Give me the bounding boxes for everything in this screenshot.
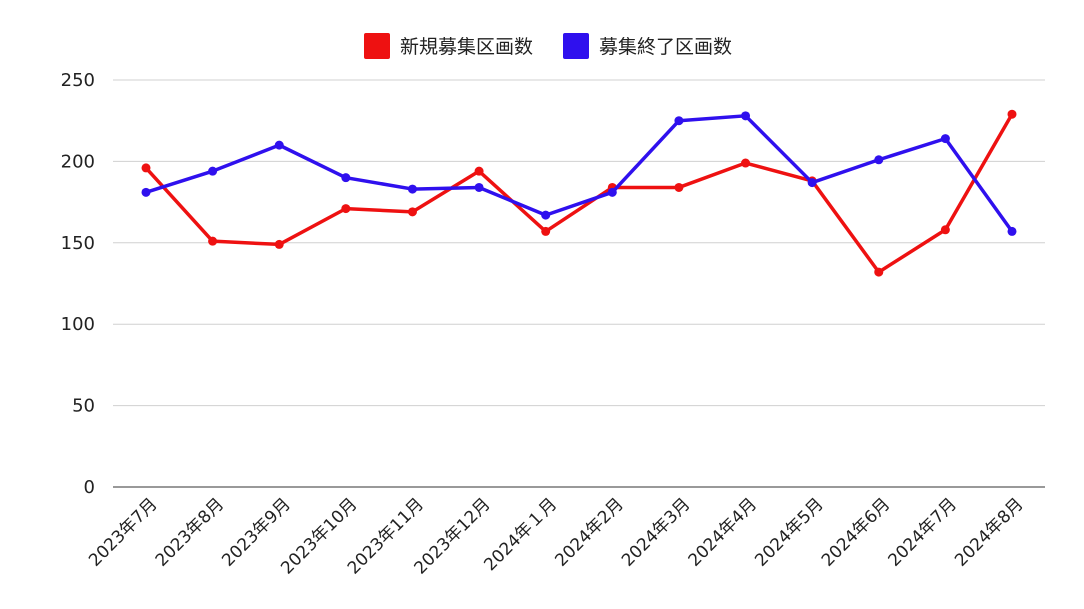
- data-point-1: [541, 210, 551, 220]
- data-point-0: [741, 158, 751, 168]
- y-tick-label: 200: [61, 151, 95, 172]
- x-tick-label: 2024年3月: [618, 494, 694, 570]
- data-point-1: [674, 116, 684, 126]
- data-point-0: [141, 163, 151, 173]
- legend-swatch-ended: [563, 32, 590, 59]
- legend-label-ended: 募集終了区画数: [599, 36, 733, 58]
- data-point-0: [541, 226, 551, 236]
- x-tick-label: 2023年7月: [85, 494, 161, 570]
- series-line-0: [144, 112, 1014, 274]
- data-point-1: [341, 173, 351, 183]
- data-point-1: [208, 166, 218, 176]
- series-line-1: [144, 114, 1014, 234]
- data-point-0: [674, 182, 684, 192]
- legend-swatch-new: [364, 32, 390, 59]
- data-point-1: [474, 182, 484, 192]
- chart-legend: 新規募集区画数 募集終了区画数: [364, 32, 732, 59]
- legend-item-new: 新規募集区画数: [364, 32, 533, 59]
- x-tick-label: 2024年4月: [685, 494, 761, 570]
- data-point-1: [1007, 226, 1017, 236]
- data-point-1: [407, 184, 417, 194]
- data-point-1: [940, 134, 950, 144]
- x-tick-label: 2024年5月: [751, 494, 827, 570]
- data-point-0: [274, 239, 284, 249]
- data-point-0: [208, 236, 218, 246]
- data-point-0: [940, 225, 950, 235]
- x-tick-label: 2024年6月: [818, 494, 894, 570]
- y-tick-label: 150: [61, 233, 95, 254]
- y-tick-label: 50: [72, 396, 95, 417]
- data-point-0: [341, 204, 351, 214]
- data-point-1: [807, 178, 817, 188]
- data-point-1: [274, 140, 284, 150]
- data-point-1: [141, 187, 151, 197]
- data-point-0: [1007, 109, 1017, 119]
- data-point-0: [407, 207, 417, 217]
- legend-item-ended: 募集終了区画数: [563, 32, 732, 59]
- x-tick-label: 2024年2月: [551, 494, 627, 570]
- y-tick-label: 100: [61, 314, 95, 335]
- data-point-1: [874, 155, 884, 165]
- x-tick-label: 2024年7月: [884, 494, 960, 570]
- x-tick-label: 2023年8月: [152, 494, 228, 570]
- data-point-1: [607, 187, 617, 197]
- x-tick-label: 2024年8月: [951, 494, 1027, 570]
- y-tick-label: 0: [84, 477, 95, 498]
- data-point-0: [874, 267, 884, 277]
- y-tick-label: 250: [61, 70, 95, 91]
- data-point-0: [474, 166, 484, 176]
- legend-label-new: 新規募集区画数: [400, 36, 534, 58]
- data-point-1: [741, 111, 751, 121]
